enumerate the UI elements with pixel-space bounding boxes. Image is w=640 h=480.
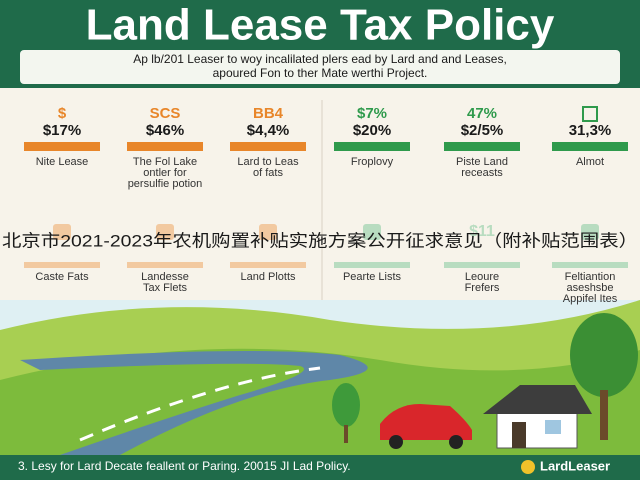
- stat-caption: Land Plotts: [240, 271, 296, 283]
- stat-bar: [24, 262, 100, 268]
- stat-icon: [582, 106, 598, 122]
- stat-value: $17%: [43, 122, 81, 139]
- stat-bar: [127, 142, 203, 151]
- stat-caption: receasts: [461, 167, 503, 179]
- stat-icon: $11: [469, 223, 495, 240]
- stat-bar: [334, 142, 410, 151]
- stat-caption: Piste Land: [456, 156, 508, 168]
- stat-caption: of fats: [253, 167, 283, 179]
- stat-caption: Froplovy: [351, 156, 394, 168]
- house: [496, 409, 578, 449]
- stat-bar: [230, 262, 306, 268]
- subtitle-panel: [20, 50, 620, 84]
- stat-icon: [53, 224, 71, 240]
- stat-caption: The Fol Lake: [133, 156, 197, 168]
- tree: [332, 383, 360, 427]
- stat-icon: BB4: [253, 105, 284, 122]
- road: [20, 351, 368, 455]
- logo: LardLeaser: [540, 458, 610, 473]
- stat-bar: [127, 262, 203, 268]
- stat-value: $46%: [146, 122, 184, 139]
- stat-caption: Almot: [576, 156, 604, 168]
- stat-value: $4,4%: [247, 122, 290, 139]
- wheel: [389, 435, 403, 449]
- stat-caption: aseshsbe: [566, 282, 613, 294]
- stat-caption: Pearte Lists: [343, 271, 402, 283]
- stat-caption: Caste Fats: [35, 271, 89, 283]
- stat-bar: [552, 262, 628, 268]
- stat-value: 31,3%: [569, 122, 612, 139]
- stat-icon: 47%: [467, 105, 497, 122]
- stat-bar: [552, 142, 628, 151]
- subtitle-line: Ap lb/201 Leaser to woy incalilated pler…: [133, 52, 507, 66]
- logo-icon: [521, 460, 535, 474]
- stat-icon: [259, 224, 277, 240]
- stat-bar: [24, 142, 100, 151]
- landscape: [0, 300, 640, 455]
- stat-icon: $7%: [357, 105, 387, 122]
- stat-bar: [334, 262, 410, 268]
- title: Land Lease Tax Policy: [86, 1, 555, 50]
- roof: [483, 385, 592, 414]
- window: [545, 420, 561, 434]
- road-line: [79, 366, 321, 442]
- stat-value: $2/5%: [461, 122, 504, 139]
- stat-icon: SCS: [150, 105, 181, 122]
- trunk: [600, 390, 608, 440]
- door: [512, 422, 526, 448]
- stats: $$17% Nite Lease SCS$46% The Fol Lakeontler…: [24, 105, 628, 305]
- footer-text: 3. Lesy for Lard Decate feallent or Pari…: [18, 459, 351, 473]
- tree: [570, 313, 638, 397]
- stat-value: $20%: [353, 122, 391, 139]
- trunk: [344, 425, 348, 443]
- stat-caption: persulfie potion: [128, 178, 203, 190]
- stat-icon: [156, 224, 174, 240]
- stat-bar: [444, 142, 520, 151]
- stat-caption: Frefers: [465, 282, 500, 294]
- stat-bar: [444, 262, 520, 268]
- wheel: [449, 435, 463, 449]
- subtitle-line: apoured Fon to ther Mate werthi Project.: [213, 66, 428, 80]
- stat-icon: [581, 224, 599, 240]
- stat-caption: Nite Lease: [36, 156, 89, 168]
- stat-caption: Lard to Leas: [237, 156, 299, 168]
- stat-bar: [230, 142, 306, 151]
- stat-caption: Feltiantion: [565, 271, 616, 283]
- overlay-text: 北京市2021-2023年农机购置补贴实施方案公开征求意见（附补贴范围表）: [2, 231, 638, 250]
- stat-icon: [363, 224, 381, 240]
- car: [380, 404, 472, 440]
- stat-icon: $: [58, 105, 67, 122]
- stat-caption: Leoure: [465, 271, 499, 283]
- stat-caption: Landesse: [141, 271, 189, 283]
- stat-caption: ontler for: [143, 167, 187, 179]
- stat-caption: Tax Flets: [143, 282, 188, 294]
- stat-caption: Appifel Ites: [563, 293, 618, 305]
